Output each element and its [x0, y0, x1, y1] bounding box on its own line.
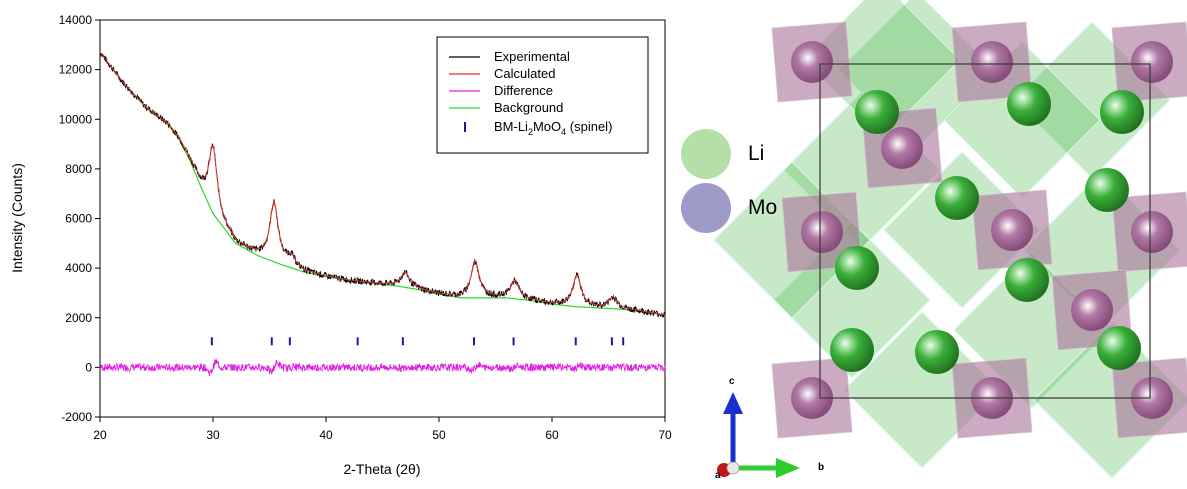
y-tick-label: 2000: [65, 311, 92, 325]
li-atom: [1007, 82, 1051, 126]
y-tick-label: 6000: [65, 212, 92, 226]
mo-key-swatch: [681, 183, 731, 233]
calculated-series-line: [99, 51, 666, 316]
li-atom: [1100, 90, 1144, 134]
y-tick-label: 8000: [65, 162, 92, 176]
li-atom: [935, 176, 979, 220]
x-tick-label: 70: [658, 428, 672, 442]
y-tick-label: 14000: [59, 13, 93, 27]
x-tick-label: 40: [319, 428, 333, 442]
xrd-chart: -2000 0 2000 4000 6000 8000 10000 12000 14000 20…: [9, 13, 672, 477]
x-axis-ticks: 20 30 40 50 60 70: [93, 417, 672, 442]
y-tick-label: 0: [85, 360, 92, 374]
mo-atom: [991, 209, 1033, 251]
legend-label-calculated: Calculated: [494, 66, 555, 81]
li-atom: [830, 328, 874, 372]
mo-atom: [1071, 289, 1113, 331]
y-axis-ticks: -2000 0 2000 4000 6000 8000 10000 12000 14000: [59, 13, 100, 424]
li-key-swatch: [681, 129, 731, 179]
crystal-structure-panel: Li Mo c b a: [672, 0, 1187, 484]
x-tick-label: 30: [206, 428, 220, 442]
legend-label-experimental: Experimental: [494, 49, 570, 64]
li-label: Li: [748, 142, 765, 165]
mo-atom: [791, 377, 833, 419]
legend-label-phase: BM-Li2MoO4 (spinel): [494, 119, 612, 137]
y-tick-label: 4000: [65, 261, 92, 275]
li-atom: [855, 90, 899, 134]
x-tick-label: 20: [93, 428, 107, 442]
li-atom: [835, 246, 879, 290]
li-atom: [1085, 168, 1129, 212]
axis-label-b: b: [818, 462, 825, 473]
mo-atom: [791, 41, 833, 83]
mo-atom: [1131, 377, 1173, 419]
crystal-structure-image: [672, 0, 1187, 484]
axis-label-c: c: [729, 376, 735, 387]
y-tick-label: 12000: [59, 63, 93, 77]
mo-atom: [1131, 41, 1173, 83]
polyhedra-layer: [713, 0, 1187, 479]
mo-label: Mo: [748, 196, 778, 219]
mo-atom: [1131, 211, 1173, 253]
unit-cell-outline: [819, 63, 1151, 399]
axis-label-a: a: [715, 470, 721, 481]
x-axis-label: 2-Theta (2θ): [343, 461, 420, 477]
legend: Experimental Calculated Difference Backg…: [436, 36, 649, 154]
mo-atom: [881, 127, 923, 169]
bragg-reflection-marks: [210, 337, 625, 346]
y-tick-label: -2000: [61, 410, 92, 424]
y-axis-label: Intensity (Counts): [9, 163, 25, 273]
y-tick-label: 10000: [59, 112, 93, 126]
li-atom: [1097, 326, 1141, 370]
difference-series-line: [99, 358, 666, 377]
axis-triad: [717, 392, 800, 478]
mo-atom: [801, 211, 843, 253]
li-atom: [1005, 258, 1049, 302]
species-key: [681, 129, 731, 233]
legend-label-difference: Difference: [494, 83, 553, 98]
x-tick-label: 50: [432, 428, 446, 442]
legend-label-background: Background: [494, 100, 563, 115]
legend-box: [436, 36, 649, 154]
mo-atom: [971, 41, 1013, 83]
li-atom: [915, 330, 959, 374]
x-tick-label: 60: [545, 428, 559, 442]
